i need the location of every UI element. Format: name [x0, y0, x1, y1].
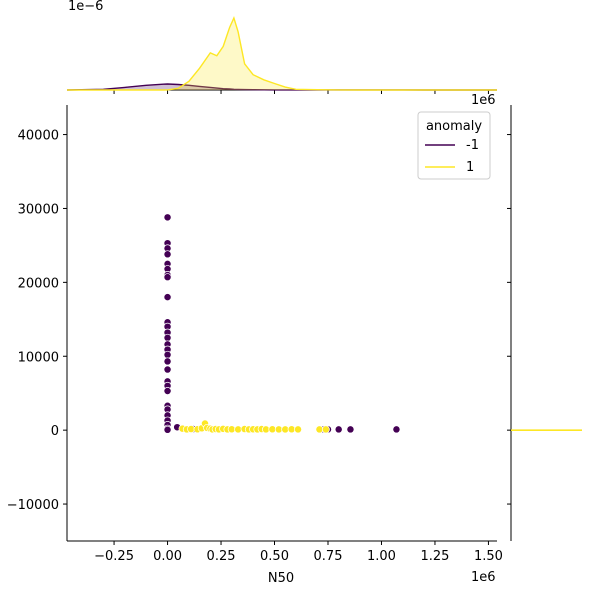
top-marginal-offset-label: 1e−6	[68, 0, 103, 14]
x-axis-ticks: −0.25 0.00 0.25 0.50 0.75 1.00 1.25 1.50	[94, 541, 503, 564]
legend: anomaly -1 1	[417, 111, 491, 180]
data-point	[163, 425, 172, 434]
data-point	[334, 425, 343, 434]
kde-line-1	[67, 16, 497, 91]
x-tick-label: −0.25	[94, 549, 134, 564]
x-tick-label: 1.50	[474, 549, 503, 564]
data-point	[163, 365, 172, 374]
data-point	[163, 250, 172, 259]
x-tick-label: 0.00	[153, 549, 182, 564]
x-axis-label: N50	[268, 571, 294, 586]
data-point	[163, 273, 172, 282]
data-point	[392, 425, 401, 434]
x-tick-label: 1.25	[420, 549, 449, 564]
y-offset-label: 1e6	[471, 93, 496, 108]
data-point	[163, 213, 172, 222]
y-tick-label: −10000	[7, 498, 59, 513]
data-point	[163, 387, 172, 395]
data-point	[294, 425, 302, 434]
legend-entry-label: 1	[466, 160, 474, 175]
scatter-points	[163, 213, 401, 434]
y-tick-label: 40000	[18, 129, 59, 144]
main-axes	[66, 105, 497, 542]
legend-entry-label: -1	[466, 138, 479, 153]
legend-title: anomaly	[426, 119, 482, 134]
data-point	[346, 425, 355, 434]
data-point	[163, 350, 172, 359]
top-marginal-kde	[66, 16, 497, 94]
right-marginal-kde	[507, 105, 582, 541]
data-point	[321, 425, 330, 434]
y-tick-label: 0	[51, 424, 59, 439]
data-point	[163, 293, 172, 302]
kde-area-1	[67, 18, 497, 90]
data-point	[163, 333, 172, 342]
x-tick-label: 0.75	[314, 549, 343, 564]
y-axis-ticks: −10000 0 10000 20000 30000 40000	[7, 129, 67, 513]
data-point	[163, 357, 172, 366]
y-tick-label: 30000	[18, 202, 59, 217]
y-tick-label: 20000	[18, 276, 59, 291]
x-tick-label: 0.50	[260, 549, 289, 564]
y-tick-label: 10000	[18, 350, 59, 365]
x-tick-label: 0.25	[207, 549, 236, 564]
x-tick-label: 1.00	[367, 549, 396, 564]
x-offset-label: 1e6	[471, 570, 496, 585]
